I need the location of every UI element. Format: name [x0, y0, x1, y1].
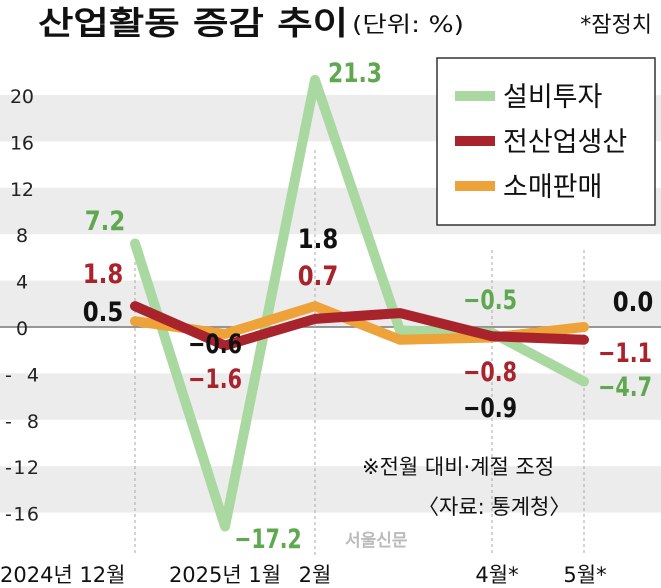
- x-tick-label: 2월: [299, 563, 332, 587]
- data-label: −4.7: [598, 372, 652, 403]
- x-tick-label: 2024년 12월: [0, 563, 125, 587]
- y-tick-label: -16: [5, 504, 39, 526]
- footnote-star: *잠정치: [580, 13, 652, 38]
- data-label: −0.6: [188, 329, 242, 360]
- legend-swatch: [455, 91, 495, 101]
- legend-label: 설비투자: [503, 82, 603, 113]
- x-tick-label: 5월*: [563, 563, 606, 587]
- y-tick-label: 20: [10, 86, 34, 108]
- x-tick-label: 2025년 1월: [169, 563, 281, 587]
- series-line-전산업생산: [130, 301, 589, 351]
- data-label: 1.8: [298, 224, 339, 255]
- data-label: 0.0: [613, 287, 654, 318]
- y-tick-label: 8: [16, 225, 28, 247]
- data-label: −17.2: [234, 524, 302, 555]
- data-label: 7.2: [85, 206, 126, 237]
- chart-title: 산업활동 증감 추이: [38, 4, 348, 42]
- note-source: 〈자료: 통계청〉: [418, 495, 570, 519]
- data-label: −1.1: [598, 338, 652, 369]
- legend-label: 소매판매: [503, 172, 602, 203]
- data-label: −0.5: [463, 285, 517, 316]
- unit-note: (단위: %): [352, 13, 464, 38]
- data-label: 0.7: [298, 261, 339, 292]
- grid-band: [0, 466, 661, 513]
- x-tick-label: 4월*: [475, 563, 518, 587]
- grid-band: [0, 373, 661, 420]
- data-label: 0.5: [83, 297, 124, 328]
- legend-swatch: [455, 136, 495, 146]
- data-label: −1.6: [188, 364, 242, 395]
- y-tick-label: 12: [10, 179, 34, 201]
- data-label: −0.9: [463, 393, 517, 424]
- legend-label: 전산업생산: [503, 127, 627, 158]
- data-label: 1.8: [83, 259, 124, 290]
- legend-swatch: [455, 181, 495, 191]
- y-tick-label: 0: [16, 318, 28, 340]
- y-tick-label: 16: [10, 132, 34, 154]
- data-label: 21.3: [328, 58, 382, 89]
- y-tick-label: -12: [5, 457, 39, 479]
- data-label: −0.8: [463, 357, 517, 388]
- watermark: 서울신문: [345, 531, 408, 551]
- note-adjustment: ※전월 대비·계절 조정: [362, 455, 554, 479]
- y-tick-label: 4: [16, 272, 28, 294]
